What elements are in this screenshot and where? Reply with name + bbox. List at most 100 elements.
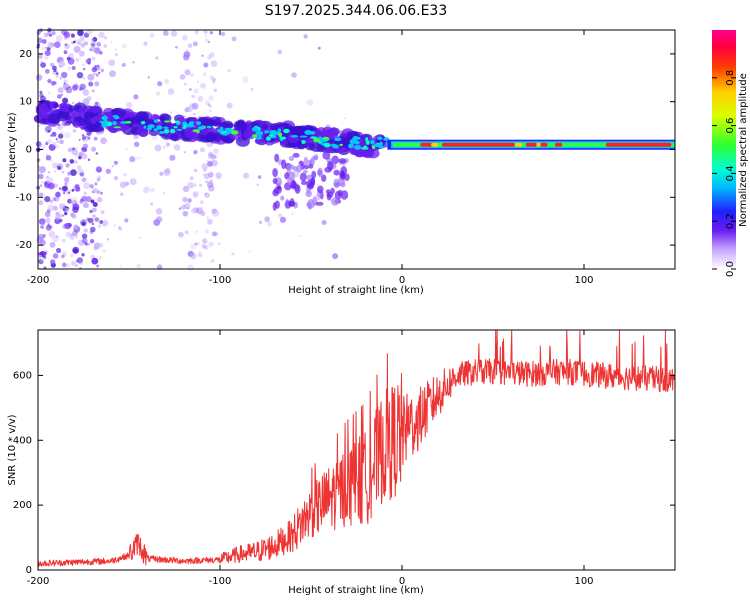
spectrogram-x-ticks: -200 -100 0 100 [27,30,594,286]
spectrogram-noise-blob [56,123,63,130]
spectrogram-noise-blob [201,54,204,57]
spectrogram-noise-blob [264,216,271,223]
spectrogram-noise-blob [194,30,199,35]
spectrogram-noise-blob [182,210,189,217]
spectrogram-band-blob [306,179,314,189]
spectrogram-peak-segment [431,142,439,147]
spectrogram-noise-blob [104,36,108,40]
spectrogram-noise-blob [59,77,62,80]
spectrogram-noise-blob [95,73,100,77]
spectrogram-noise-blob [65,86,73,94]
spectrogram-band-blob [292,152,300,158]
spectrogram-noise-blob [35,141,42,147]
spectrogram-noise-blob [73,224,79,229]
spectrogram-band-blob [237,119,246,126]
spectrogram-noise-blob [196,80,199,83]
spectrogram-noise-blob [96,264,99,268]
spectrogram-noise-blob [200,147,205,153]
spectrogram-noise-blob [74,184,80,189]
spectrogram-noise-blob [226,102,233,109]
spectrogram-noise-blob [197,95,204,102]
spectrogram-band-blob [159,113,172,123]
spectrogram-x-axis-label: Height of straight line (km) [288,285,424,296]
spectrogram-noise-blob [278,213,283,218]
spectrogram-noise-blob [169,154,176,161]
spectrogram-noise-blob [200,210,206,216]
spectrogram-noise-blob [67,148,72,153]
spectrogram-noise-blob [218,242,221,245]
colorbar-tick-label: 0.0 [725,261,736,277]
spectrogram-noise-blob [79,172,85,177]
spectrogram-noise-blob [210,60,218,67]
spectrogram-core-blob [313,138,320,143]
spectrogram-noise-blob [38,124,41,128]
spectrogram-noise-blob [193,168,198,173]
spectrogram-noise-blob [184,230,189,235]
spectrogram-noise-blob [52,197,56,202]
spectrogram-noise-blob [134,141,140,147]
spectrogram-noise-blob [231,252,235,256]
spectrogram-noise-blob [38,166,46,174]
spectrogram-band-blob [305,190,313,198]
spectrogram-noise-blob [198,250,202,254]
spectrogram-core-blob [258,133,262,138]
spectrogram-noise-blob [220,31,226,37]
spectrogram-y-tick-label: 10 [19,97,32,108]
spectrogram-band-blob [153,115,160,120]
colorbar-tick-label: 0.4 [725,165,736,181]
spectrogram-noise-blob [77,29,84,37]
snr-y-tick-label: 400 [13,435,32,446]
spectrogram-y-axis-label: Frequency (Hz) [7,112,18,188]
spectrogram-noise-blob [173,144,181,151]
spectrogram-noise-blob [69,235,75,241]
spectrogram-band-blob [53,103,59,108]
spectrogram-noise-blob [208,109,212,113]
spectrogram-noise-blob [190,243,197,250]
spectrogram-core-blob [176,128,182,131]
spectrogram-band-blob [136,127,148,136]
spectrogram-y-ticks: -20 -10 0 10 20 [16,49,675,251]
spectrogram-band-blob [288,156,295,161]
spectrogram-noise-blob [69,159,75,164]
spectrogram-noise-blob [210,259,215,263]
spectrogram-noise-blob [100,68,105,73]
spectrogram-noise-blob [153,219,161,227]
spectrogram-core-blob [251,127,259,132]
spectrogram-noise-blob [143,41,148,46]
spectrogram-core-blob [230,130,239,135]
spectrogram-noise-blob [155,56,159,60]
spectrogram-noise-blob [74,235,79,239]
spectrogram-noise-blob [71,84,78,91]
spectrogram-core-blob [153,119,159,123]
spectrogram-noise-blob [90,226,96,233]
spectrogram-core-blob [299,135,308,138]
spectrogram-noise-blob [201,163,209,170]
spectrogram-noise-blob [62,158,67,163]
spectrogram-noise-blob [258,220,263,225]
spectrogram-noise-blob [81,134,85,137]
spectrogram-noise-blob [78,56,82,59]
spectrogram-noise-blob [205,180,208,183]
spectrogram-noise-blob [170,30,178,37]
spectrogram-band-blob [199,128,209,136]
spectrogram-core-blob [163,129,170,134]
spectrogram-band-blob [281,159,287,169]
spectrogram-noise-blob [317,198,320,201]
spectrogram-core-blob [173,126,178,129]
spectrogram-noise-blob [203,62,209,68]
spectrogram-noise-blob [44,46,48,49]
spectrogram-noise-blob [209,179,213,183]
spectrogram-noise-blob [78,138,81,141]
spectrogram-noise-blob [45,224,52,231]
snr-x-ticks: -200 -100 0 100 [27,330,594,587]
spectrogram-band-blob [286,164,295,170]
spectrogram-noise-blob [93,136,98,141]
spectrogram-noise-blob [82,135,89,143]
spectrogram-peak-segment [540,142,548,147]
spectrogram-noise-blob [54,170,57,173]
spectrogram-noise-blob [46,175,49,179]
spectrogram-noise-blob [207,55,212,60]
spectrogram-noise-blob [136,263,141,268]
spectrogram-x-tick-label: -200 [27,275,50,286]
